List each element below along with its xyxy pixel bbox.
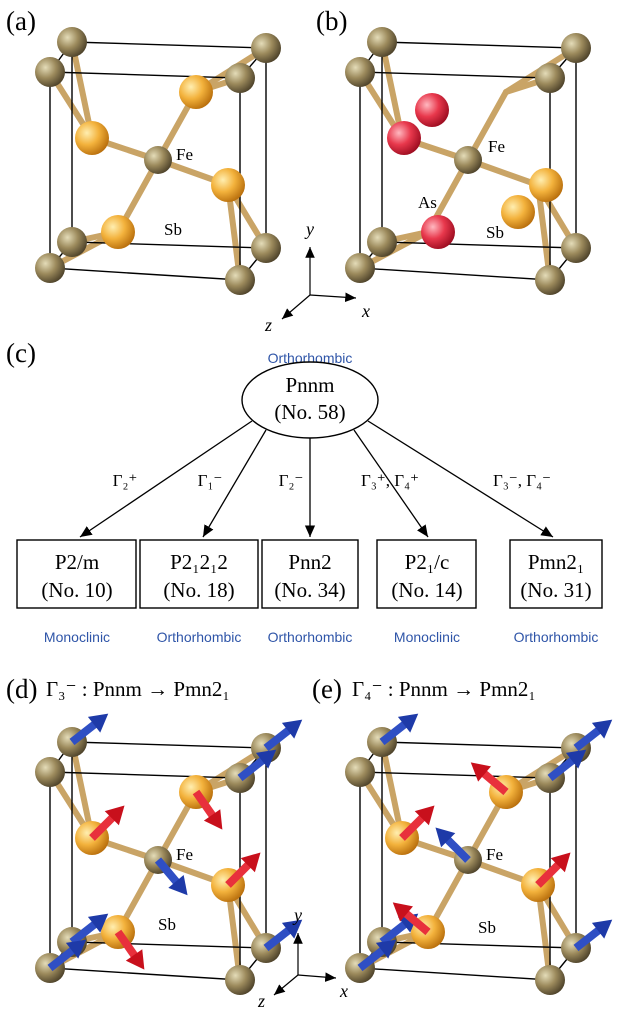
space-group-number: (No. 34) <box>274 578 345 602</box>
panel-label: (e) <box>312 674 342 704</box>
axis-label: z <box>257 991 265 1011</box>
as-atom <box>421 215 455 249</box>
atom-label: Fe <box>486 845 503 864</box>
atom-label: Fe <box>176 845 193 864</box>
space-group-number: (No. 18) <box>163 578 234 602</box>
panel-title: Γ₃⁻ : Pnnm → Pmn2₁ <box>46 677 230 701</box>
axis-label: x <box>361 301 370 321</box>
body: (a) Fe Sb (b) Fe Sb As y x z (c) Orthorh… <box>0 0 620 1013</box>
space-group: P2₁2₁2 <box>170 550 228 574</box>
panel-label: (d) <box>6 674 37 704</box>
sb-atom <box>529 168 563 202</box>
crystal-system: Monoclinic <box>394 629 460 645</box>
atom-label: Sb <box>486 223 504 242</box>
crystal-system: Orthorhombic <box>514 629 599 645</box>
crystal-system: Orthorhombic <box>157 629 242 645</box>
atom-label: As <box>418 193 437 212</box>
irrep: Γ₃⁺, Γ₄⁺ <box>361 471 419 490</box>
irrep: Γ₂⁻ <box>279 471 304 490</box>
space-group-number: (No. 10) <box>41 578 112 602</box>
axis-label: y <box>304 219 314 239</box>
as-atom <box>387 121 421 155</box>
axis-arrow <box>298 975 336 978</box>
axis-label: y <box>292 905 302 925</box>
panel-c: (c) Orthorhombic Pnnm (No. 58) Γ₂⁺ Γ₁⁻ Γ… <box>6 338 602 645</box>
panel-a: (a) Fe Sb <box>6 6 281 295</box>
space-group-number: (No. 31) <box>520 578 591 602</box>
arrow <box>80 421 252 537</box>
atom-label: Fe <box>176 145 193 164</box>
figure: (a) Fe Sb (b) Fe Sb As y x z (c) Orthorh… <box>0 0 620 1013</box>
panel-d: Fe Sb <box>35 706 308 995</box>
axis-label: z <box>264 315 272 335</box>
space-group: P2₁/c <box>405 550 450 574</box>
space-group-number: (No. 58) <box>274 400 345 424</box>
panel-b: (b) Fe Sb As <box>316 6 591 295</box>
space-group: P2/m <box>55 550 99 574</box>
irrep: Γ₃⁻, Γ₄⁻ <box>493 471 551 490</box>
atom-label: Sb <box>164 220 182 239</box>
panel-label: (a) <box>6 6 36 36</box>
axis-arrow <box>282 295 310 319</box>
panel-label: (c) <box>6 338 36 368</box>
atom-label: Sb <box>478 918 496 937</box>
irrep: Γ₂⁺ <box>113 471 138 490</box>
crystal-system: Orthorhombic <box>268 629 353 645</box>
irrep: Γ₁⁻ <box>198 471 223 490</box>
space-group: Pnn2 <box>288 550 331 574</box>
as-atom <box>415 93 449 127</box>
space-group: Pnnm <box>285 373 334 397</box>
axis-label: x <box>339 981 348 1001</box>
page: {"panel_a": {"label": "(a)", "fe": "Fe",… <box>0 0 620 1013</box>
panel-label: (b) <box>316 6 347 36</box>
panel-title: Γ₄⁻ : Pnnm → Pmn2₁ <box>352 677 536 701</box>
sb-atom <box>501 195 535 229</box>
atom-label: Fe <box>488 137 505 156</box>
space-group-number: (No. 14) <box>391 578 462 602</box>
axis-arrow <box>310 295 356 298</box>
panel-e: Fe Sb <box>345 706 618 995</box>
crystal-system: Monoclinic <box>44 629 110 645</box>
atom-label: Sb <box>158 915 176 934</box>
axis-arrow <box>274 975 298 995</box>
space-group: Pmn2₁ <box>528 550 584 574</box>
